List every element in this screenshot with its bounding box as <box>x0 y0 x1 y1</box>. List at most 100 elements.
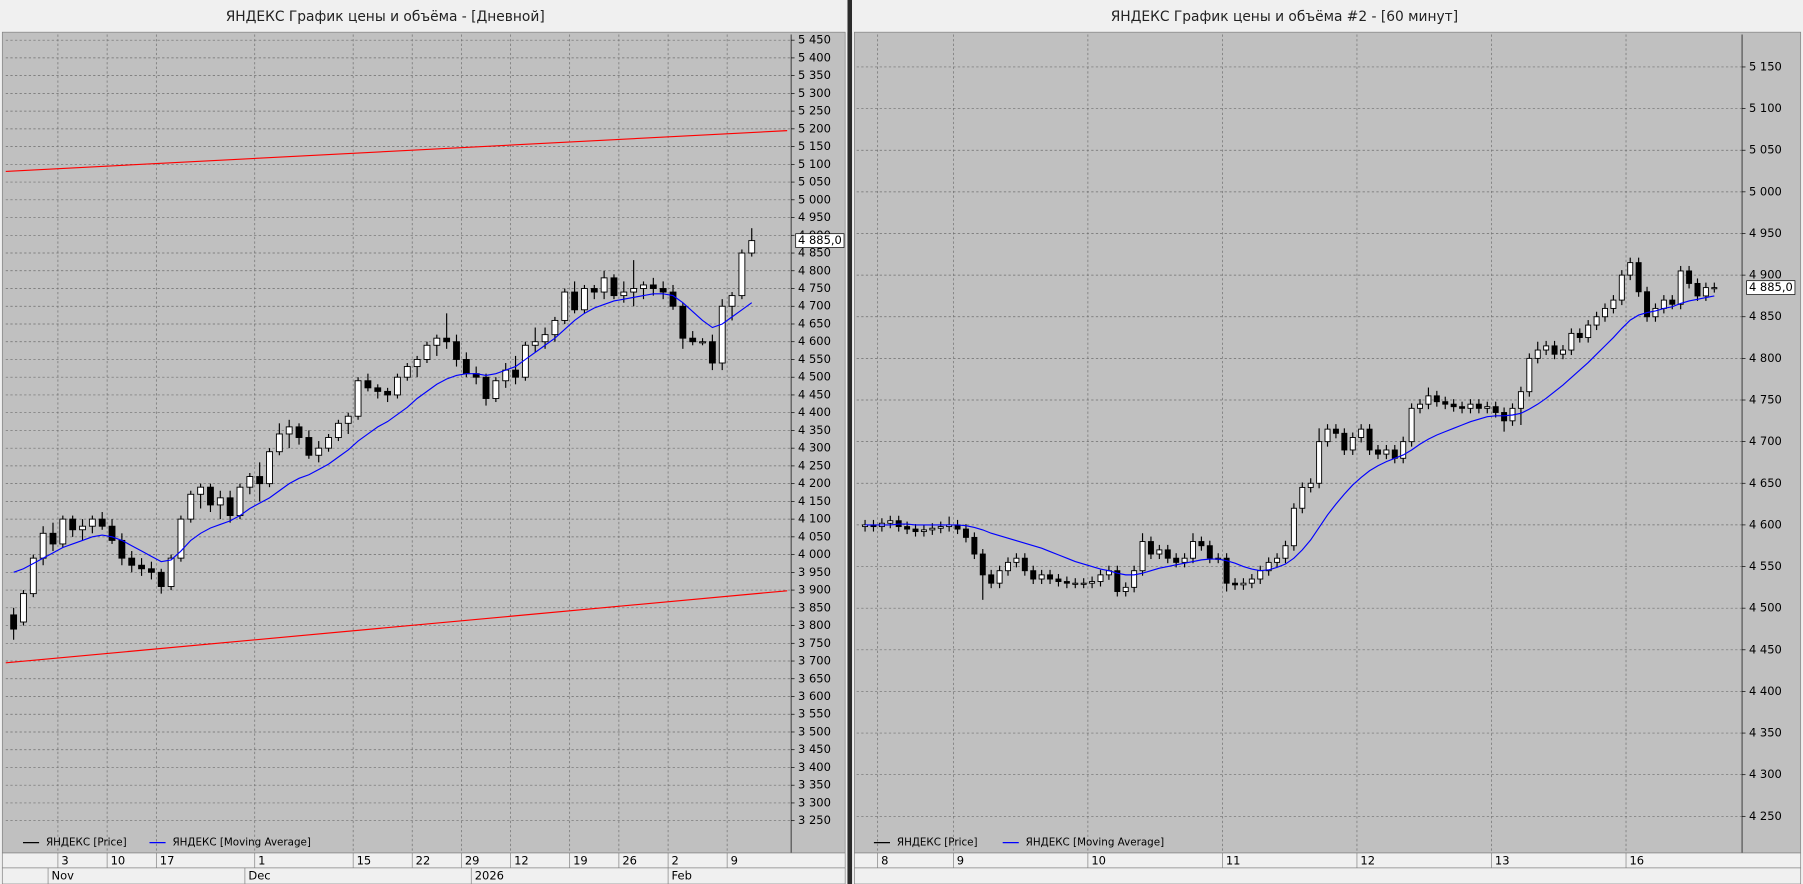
y-tick-label: 4 400 <box>798 405 831 419</box>
candle-body <box>1433 395 1440 403</box>
y-tick-label: 4 250 <box>798 458 831 472</box>
candle-body <box>1240 582 1247 586</box>
y-tick-label: 4 900 <box>1749 268 1782 282</box>
y-tick-label: 3 650 <box>798 671 831 685</box>
candle-body <box>1568 332 1575 351</box>
candle-body <box>1080 582 1087 585</box>
y-tick-label: 3 400 <box>798 760 831 774</box>
y-tick-label: 3 800 <box>798 618 831 632</box>
moving-average <box>13 293 753 573</box>
candle-body <box>344 415 352 424</box>
y-tick-label: 3 600 <box>798 689 831 703</box>
y-tick-label: 5 150 <box>1749 59 1782 73</box>
y-tick-label: 5 400 <box>798 50 831 64</box>
title-bar <box>0 0 848 33</box>
candle-body <box>1324 428 1331 443</box>
candle-body <box>39 532 47 559</box>
candle-body <box>1274 557 1281 563</box>
month-label: Nov <box>52 868 75 882</box>
candle-body <box>59 518 67 545</box>
y-tick-label: 4 600 <box>1749 517 1782 531</box>
x-tick-label: 1 <box>258 854 265 868</box>
candle-body <box>551 319 559 336</box>
candle-body <box>1265 561 1272 572</box>
candle-body <box>988 574 995 584</box>
candle-body <box>138 564 145 570</box>
y-tick-label: 4 350 <box>798 423 831 437</box>
candle-body <box>708 341 716 364</box>
candle-body <box>1164 549 1171 559</box>
y-tick-label: 3 850 <box>798 600 831 614</box>
legend-label: ЯНДЕКС [Price] <box>46 837 127 849</box>
candle-body <box>1534 349 1541 359</box>
candle-body <box>492 380 500 399</box>
candle-body <box>937 526 944 529</box>
candle-body <box>669 291 677 307</box>
candle-body <box>29 557 37 595</box>
candle-body <box>266 451 273 485</box>
y-tick-label: 4 850 <box>1749 309 1782 323</box>
candle-body <box>295 426 303 438</box>
candle-body <box>98 518 106 527</box>
candle-body <box>738 252 746 297</box>
last-price-box <box>795 233 845 248</box>
y-tick-label: 4 150 <box>798 494 831 508</box>
candle-body <box>1635 262 1642 293</box>
candle-body <box>600 277 608 293</box>
candle-body <box>996 570 1003 584</box>
candle-body <box>1501 412 1508 422</box>
y-tick-label: 5 250 <box>798 104 831 118</box>
y-tick-label: 5 000 <box>1749 184 1782 198</box>
candle-body <box>1543 345 1550 351</box>
candle-body <box>502 369 510 382</box>
candle-body <box>1484 406 1491 409</box>
y-tick-label: 3 500 <box>798 724 831 738</box>
candle-body <box>1576 332 1583 339</box>
chart-body <box>1 31 846 854</box>
candle-body <box>1711 287 1718 290</box>
candle-body <box>1408 407 1415 443</box>
y-tick-label: 4 450 <box>798 387 831 401</box>
candle-body <box>187 493 195 520</box>
y-tick-label: 4 950 <box>798 210 831 224</box>
candle-body <box>118 539 126 559</box>
candle-body <box>1677 270 1684 305</box>
candle-body <box>1005 561 1011 572</box>
candle-body <box>1459 406 1466 409</box>
y-tick-label: 5 100 <box>798 157 831 171</box>
legend-label: ЯНДЕКС [Price] <box>897 837 978 849</box>
y-tick-label: 4 650 <box>1749 476 1782 490</box>
y-tick-label: 3 250 <box>798 813 831 827</box>
x-tick-label: 22 <box>416 854 431 868</box>
x-axis-row <box>854 867 1802 884</box>
candle-body <box>423 344 431 360</box>
y-tick-label: 4 650 <box>798 316 831 330</box>
x-tick-label: 8 <box>881 854 888 868</box>
trend-line <box>5 590 788 664</box>
y-tick-label: 3 900 <box>798 583 831 597</box>
candle-body <box>246 476 254 488</box>
candle-body <box>962 528 969 538</box>
candle-body <box>1450 403 1457 408</box>
candle-body <box>1526 357 1533 393</box>
legend-label: ЯНДЕКС [Moving Average] <box>1026 837 1164 849</box>
candle-body <box>394 376 401 396</box>
candle-body <box>1694 282 1701 297</box>
candle-body <box>1114 570 1121 592</box>
candle-body <box>275 433 283 453</box>
candle-body <box>1198 541 1205 547</box>
candle-body <box>167 557 175 587</box>
candle-body <box>147 568 155 573</box>
candle-body <box>1173 557 1180 563</box>
month-label: Dec <box>248 868 270 882</box>
candle-body <box>325 437 332 449</box>
candle-body <box>433 337 441 346</box>
candle-body <box>157 571 165 587</box>
candle-body <box>1585 324 1592 339</box>
candle-body <box>1013 557 1020 563</box>
y-tick-label: 5 000 <box>798 192 831 206</box>
candle-body <box>216 497 224 506</box>
y-tick-label: 4 800 <box>1749 351 1782 365</box>
candle-body <box>1139 541 1146 572</box>
